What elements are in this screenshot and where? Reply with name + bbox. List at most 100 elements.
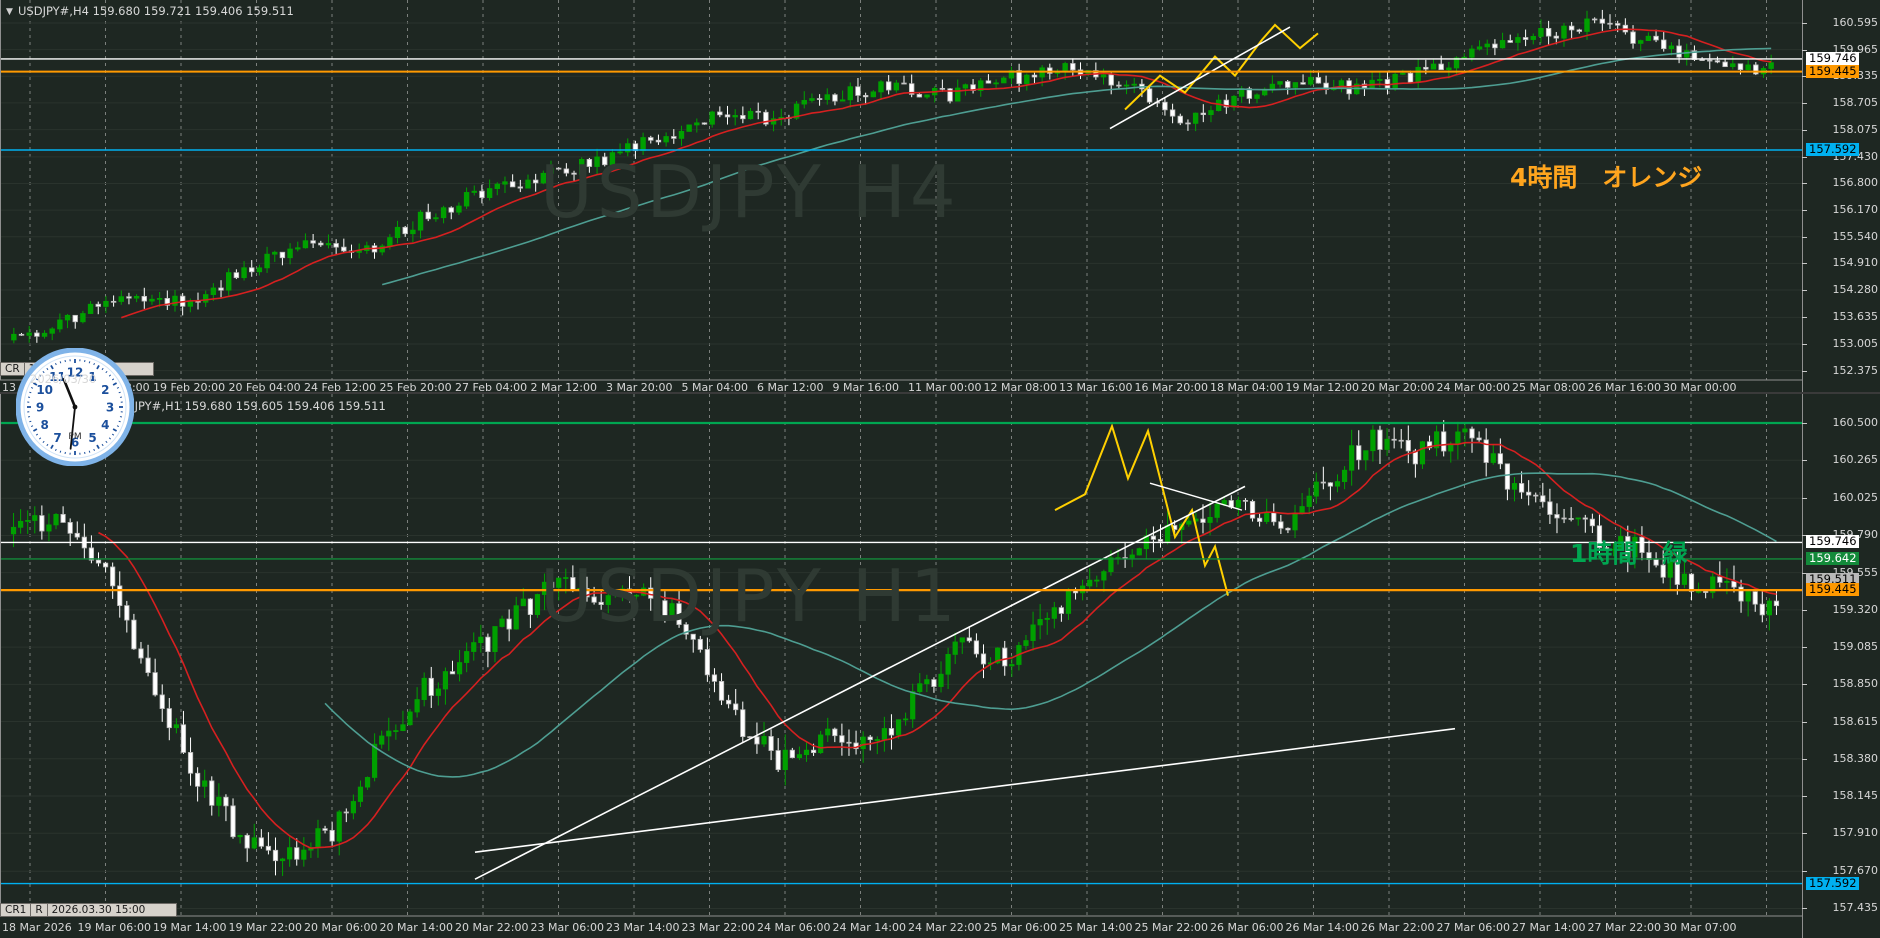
clock-widget[interactable]: 12 1 2 3 4 5 6 7 8 9 10 11 PM xyxy=(16,348,134,466)
axis-tick xyxy=(1802,210,1807,212)
axis-tick xyxy=(1802,647,1807,649)
chart-h4-canvas xyxy=(0,0,1802,392)
svg-text:6: 6 xyxy=(71,436,79,450)
status-bar-bottom[interactable]: CR1 R 2026.03.30 15:00 xyxy=(0,903,177,917)
axis-price-label: 158.145 xyxy=(1832,789,1879,802)
svg-text:4: 4 xyxy=(101,418,109,432)
axis-tick xyxy=(1802,129,1807,131)
axis-tick xyxy=(1802,871,1807,873)
chart-h1-time-label: 20 Mar 06:00 xyxy=(304,921,378,934)
axis-price-label: 158.075 xyxy=(1832,122,1879,136)
pane-divider[interactable] xyxy=(0,392,1880,394)
chart-h1-time-label: 19 Mar 06:00 xyxy=(77,921,151,934)
status-flag[interactable]: R xyxy=(30,903,48,917)
axis-tick xyxy=(1802,317,1807,319)
axis-tick xyxy=(1802,156,1807,158)
chart-h1-time-label: 24 Mar 06:00 xyxy=(757,921,831,934)
axis-price-tag[interactable]: 157.592 xyxy=(1806,876,1859,890)
chart-h1-time-label: 25 Mar 14:00 xyxy=(1059,921,1133,934)
chart-h1-plot[interactable]: USDJPY H1 xyxy=(0,394,1802,938)
chart-h4-annotation: 4時間 オレンジ xyxy=(1510,163,1703,192)
chart-h1-time-label: 26 Mar 14:00 xyxy=(1285,921,1359,934)
chart-h1-canvas xyxy=(0,394,1802,938)
chart-h1-time-label: 24 Mar 22:00 xyxy=(908,921,982,934)
axis-price-tag[interactable]: 159.746 xyxy=(1806,51,1859,65)
svg-text:9: 9 xyxy=(36,401,44,415)
axis-price-tag[interactable]: 159.511 xyxy=(1806,572,1859,586)
axis-price-tag[interactable]: 157.592 xyxy=(1806,142,1859,156)
chart-h1-price-axis[interactable]: 160.500 160.265 160.025 159.790 159.555 159.3… xyxy=(1802,394,1880,938)
axis-tick xyxy=(1802,572,1807,574)
svg-text:5: 5 xyxy=(88,431,96,445)
axis-price-tag[interactable]: 159.445 xyxy=(1806,64,1859,78)
chart-h4-time-label: 13 Mar 16:00 xyxy=(1059,381,1133,392)
axis-tick xyxy=(1802,721,1807,723)
svg-text:12: 12 xyxy=(67,366,84,380)
axis-price-label: 155.540 xyxy=(1832,229,1879,243)
chart-h4-time-label: 6 Mar 12:00 xyxy=(757,381,824,392)
chart-h4-time-label: 27 Feb 04:00 xyxy=(455,381,528,392)
chart-h1-time-label: 20 Mar 14:00 xyxy=(379,921,453,934)
axis-tick xyxy=(1802,370,1807,372)
chart-h1-time-label: 27 Mar 14:00 xyxy=(1512,921,1586,934)
chart-h4-time-label: 19 Feb 20:00 xyxy=(153,381,226,392)
clock-brand: PM xyxy=(68,432,82,442)
chart-h1-time-label: 20 Mar 22:00 xyxy=(455,921,529,934)
chart-h4-collapse-icon[interactable]: ▼ xyxy=(6,7,13,17)
svg-text:7: 7 xyxy=(53,431,61,445)
svg-text:2: 2 xyxy=(101,383,109,397)
chart-h4-time-label: 25 Feb 20:00 xyxy=(379,381,452,392)
axis-tick xyxy=(1802,76,1807,78)
axis-price-label: 159.965 xyxy=(1832,42,1879,56)
axis-price-label: 156.800 xyxy=(1832,176,1879,190)
axis-price-label: 158.615 xyxy=(1832,714,1879,728)
clock-date-label: 2026/03/30 xyxy=(30,372,97,386)
axis-price-tag[interactable]: 159.642 xyxy=(1806,551,1859,565)
chart-h4-time-label: 13 xyxy=(2,381,16,392)
chart-h4-time-label: 26 Mar 16:00 xyxy=(1587,381,1661,392)
axis-price-label: 159.320 xyxy=(1832,602,1879,616)
chart-h1-header: USDJPY#,H1 159.680 159.605 159.406 159.5… xyxy=(110,399,386,413)
chart-h1-time-label: 27 Mar 22:00 xyxy=(1587,921,1661,934)
chart-h4-time-label: 24 Mar 00:00 xyxy=(1436,381,1510,392)
axis-tick xyxy=(1802,460,1807,462)
axis-tick xyxy=(1802,102,1807,104)
svg-text:8: 8 xyxy=(41,418,49,432)
axis-price-label: 152.375 xyxy=(1832,363,1879,377)
chart-h4-time-label: 25 Mar 08:00 xyxy=(1512,381,1586,392)
chart-h4-time-label: 24 Feb 12:00 xyxy=(304,381,377,392)
axis-price-label: 158.380 xyxy=(1832,751,1879,765)
chart-h1-time-label: 19 Mar 14:00 xyxy=(153,921,227,934)
chart-pane-h4[interactable]: USDJPY H4 160.595159.965159.335158.70515… xyxy=(0,0,1880,392)
svg-text:1: 1 xyxy=(88,370,96,384)
chart-h4-time-label: 2 Mar 12:00 xyxy=(530,381,597,392)
axis-price-tag[interactable]: 159.746 xyxy=(1806,535,1859,549)
status-datetime[interactable]: 2026.03.30 15:00 xyxy=(46,903,177,917)
chart-h4-price-axis[interactable]: 160.595159.965159.335158.705158.075157.4… xyxy=(1802,0,1880,392)
axis-price-label: 160.265 xyxy=(1832,453,1879,467)
axis-price-tag[interactable]: 159.445 xyxy=(1806,583,1859,597)
chart-pane-h1[interactable]: USDJPY H1 160.500160.265160.025159.79015… xyxy=(0,394,1880,938)
chart-h4-plot[interactable]: USDJPY H4 xyxy=(0,0,1802,392)
axis-tick xyxy=(1802,290,1807,292)
chart-h4-time-label: 5 Mar 04:00 xyxy=(681,381,748,392)
chart-h1-time-label: 23 Mar 06:00 xyxy=(530,921,604,934)
chart-h1-time-label: 18 Mar 2026 xyxy=(2,921,72,934)
axis-tick xyxy=(1802,236,1807,238)
chart-h1-time-label: 30 Mar 07:00 xyxy=(1663,921,1737,934)
chart-h4-header: USDJPY#,H4 159.680 159.721 159.406 159.5… xyxy=(18,4,294,18)
chart-h1-annotation: 1時間 緑 xyxy=(1570,539,1688,568)
axis-price-label: 159.085 xyxy=(1832,640,1879,654)
chart-h4-time-label: 19 Mar 12:00 xyxy=(1285,381,1359,392)
chart-h1-time-label: 25 Mar 06:00 xyxy=(983,921,1057,934)
status-mode[interactable]: CR1 xyxy=(0,903,32,917)
svg-text:11: 11 xyxy=(49,370,66,384)
axis-tick xyxy=(1802,423,1807,424)
chart-h4-time-label: 3 Mar 20:00 xyxy=(606,381,673,392)
axis-price-label: 154.910 xyxy=(1832,256,1879,270)
axis-tick xyxy=(1802,343,1807,345)
axis-price-label: 153.005 xyxy=(1832,336,1879,350)
axis-price-label: 160.025 xyxy=(1832,491,1879,505)
